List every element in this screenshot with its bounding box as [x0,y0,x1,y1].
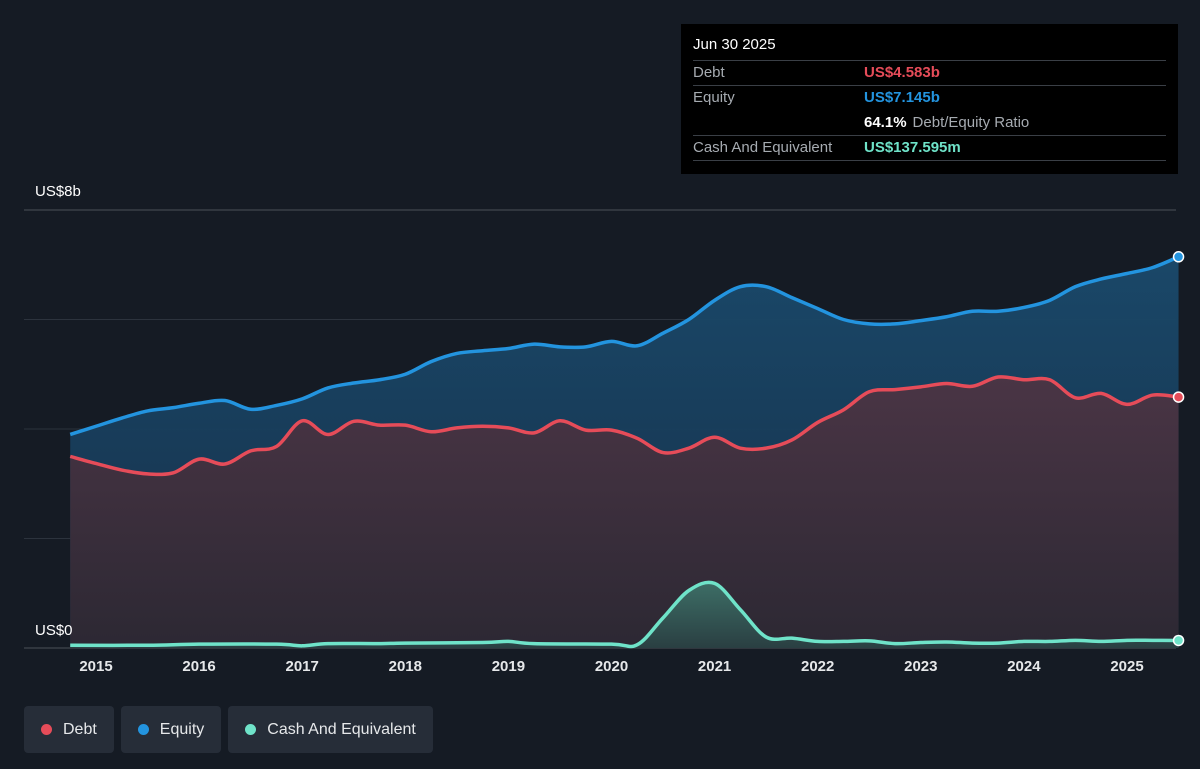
tooltip-debt-label: Debt [693,64,725,81]
legend-debt-label: Debt [63,720,97,738]
chart-legend: Debt Equity Cash And Equivalent [24,706,433,753]
tooltip-equity-value: US$7.145b [864,89,940,106]
tooltip-ratio-label: Debt/Equity Ratio [912,114,1030,131]
legend-item-cash[interactable]: Cash And Equivalent [228,706,433,753]
tooltip-row-equity: Equity US$7.145b [693,85,1166,110]
y-tick-label-bottom: US$0 [35,622,73,639]
y-tick-label-top: US$8b [35,183,81,200]
tooltip-equity-label: Equity [693,89,735,106]
cash-line [70,580,1179,649]
tooltip-date: Jun 30 2025 [693,36,776,53]
equity-line [69,255,1180,437]
tooltip-ratio-value: 64.1% [864,114,907,131]
tooltip-row-debt: Debt US$4.583b [693,60,1166,85]
x-tick-label: 2017 [285,658,319,675]
legend-equity-label: Equity [159,720,205,738]
equity-end-point [1172,251,1185,263]
x-tick-label: 2015 [79,658,113,675]
debt-dot-icon [41,724,52,735]
debt-area [70,376,1179,648]
x-tick-label: 2019 [491,658,526,675]
debt-line [69,375,1179,477]
x-tick-label: 2023 [904,658,938,675]
cash-end-point [1172,634,1185,647]
x-tick-label: 2020 [594,658,629,675]
equity-dot-icon [137,724,149,735]
tooltip-panel: Jun 30 2025 Debt US$4.583b Equity US$7.1… [681,24,1178,174]
tooltip-row-cash: Cash And Equivalent US$137.595m [693,135,1166,161]
legend-cash-label: Cash And Equivalent [267,720,416,738]
cash-dot-icon [245,724,257,735]
legend-item-debt[interactable]: Debt [24,706,114,753]
x-tick-label: 2021 [697,658,732,675]
x-tick-label: 2022 [801,658,835,675]
legend-item-equity[interactable]: Equity [120,706,222,753]
x-tick-label: 2024 [1007,658,1041,675]
tooltip-cash-label: Cash And Equivalent [693,139,833,156]
tooltip-row-ratio: 64.1% Debt/Equity Ratio [693,110,1166,135]
debt-end-point [1172,391,1185,403]
x-tick-label: 2025 [1110,658,1144,675]
x-tick-label: 2016 [182,658,216,675]
tooltip-debt-value: US$4.583b [864,64,940,81]
tooltip-cash-value: US$137.595m [864,139,961,156]
x-tick-label: 2018 [388,658,422,675]
